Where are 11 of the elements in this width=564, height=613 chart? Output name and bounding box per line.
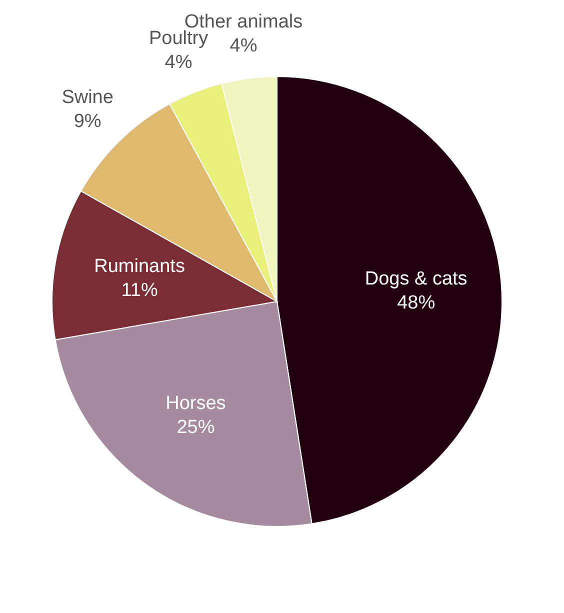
data-label: 11% [121, 280, 158, 301]
data-label: 25% [176, 416, 215, 438]
slice-label: Swine [62, 87, 114, 108]
slice-label: Dogs & cats [364, 268, 468, 290]
data-label: 4% [164, 52, 192, 74]
data-label: 9% [74, 111, 102, 132]
slice-label: Horses [166, 392, 226, 414]
data-label: 4% [230, 36, 258, 57]
slice-label: Ruminants [94, 256, 185, 277]
data-label: 48% [397, 292, 436, 314]
slice-label: Poultry [148, 28, 209, 50]
